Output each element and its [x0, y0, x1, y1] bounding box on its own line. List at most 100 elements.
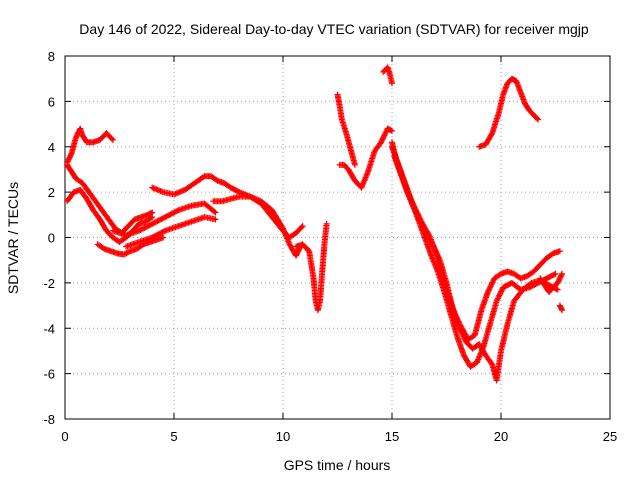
data-point [410, 205, 417, 212]
data-point [432, 247, 439, 254]
y-tick-label: -4 [43, 321, 55, 336]
data-point [123, 250, 130, 257]
data-point [159, 215, 166, 222]
data-point [412, 207, 419, 214]
data-point [461, 336, 468, 343]
data-series [64, 186, 156, 246]
y-tick-label: 8 [48, 49, 55, 64]
data-point [418, 221, 425, 228]
data-point [379, 136, 386, 143]
data-point [416, 215, 423, 222]
y-tick-label: -6 [43, 367, 55, 382]
data-series [380, 64, 395, 87]
data-point [212, 209, 219, 216]
data-point [495, 293, 502, 300]
data-point [212, 216, 219, 223]
data-point [431, 246, 438, 253]
data-point [389, 127, 395, 134]
chart-title: Day 146 of 2022, Sidereal Day-to-day VTE… [79, 21, 589, 37]
data-point [552, 270, 559, 277]
data-point [484, 288, 491, 295]
data-point [160, 234, 167, 241]
x-tick-label: 25 [603, 429, 617, 444]
data-point [151, 219, 158, 226]
data-point [496, 292, 503, 299]
data-point [494, 295, 501, 302]
data-point [279, 224, 286, 231]
data-point [457, 326, 464, 333]
data-point [549, 251, 556, 258]
data-points [64, 64, 566, 384]
data-point [171, 209, 178, 216]
data-point [154, 218, 161, 225]
data-point [298, 224, 305, 231]
data-point [493, 298, 500, 305]
data-point [417, 219, 424, 226]
data-point [146, 222, 153, 229]
data-point [140, 225, 147, 232]
data-point [136, 227, 143, 234]
data-point [143, 223, 150, 230]
y-tick-label: 0 [48, 231, 55, 246]
x-tick-label: 5 [170, 429, 177, 444]
data-point [417, 218, 424, 225]
data-series [64, 125, 116, 166]
data-point [494, 296, 501, 303]
data-point [488, 360, 495, 367]
data-point [166, 212, 173, 219]
data-point [423, 230, 430, 237]
data-point [419, 224, 426, 231]
data-point [122, 250, 129, 257]
x-axis-label: GPS time / hours [284, 457, 391, 473]
data-point [158, 229, 165, 236]
data-point [137, 227, 144, 234]
data-point [149, 214, 156, 221]
data-point [458, 329, 465, 336]
data-point [419, 222, 426, 229]
data-point [422, 229, 429, 236]
data-series [109, 200, 219, 239]
data-point [235, 188, 242, 195]
data-point [153, 232, 160, 239]
data-point [459, 330, 466, 337]
data-point [497, 289, 504, 296]
data-point [456, 325, 463, 332]
data-point [416, 217, 423, 224]
data-point [380, 135, 387, 142]
data-point [382, 129, 389, 136]
data-point [430, 243, 437, 250]
data-point [124, 249, 131, 256]
data-point [109, 136, 116, 143]
data-point [150, 233, 157, 240]
y-tick-label: 6 [48, 94, 55, 109]
y-tick-label: -8 [43, 412, 55, 427]
data-point [151, 233, 158, 240]
data-point [157, 230, 164, 237]
data-point [414, 213, 421, 220]
y-tick-label: -2 [43, 276, 55, 291]
data-point [436, 255, 443, 262]
data-point [378, 137, 385, 144]
data-point [460, 333, 467, 340]
data-point [412, 209, 419, 216]
data-point [168, 210, 175, 217]
data-point [164, 212, 171, 219]
data-point [150, 220, 157, 227]
data-series [210, 193, 304, 259]
data-point [431, 244, 438, 251]
data-point [120, 251, 127, 258]
data-point [147, 214, 154, 221]
data-series [123, 214, 219, 250]
data-point [498, 288, 505, 295]
data-point [435, 254, 442, 261]
data-point [527, 280, 534, 287]
data-point [142, 224, 149, 231]
data-point [498, 287, 505, 294]
data-point [554, 286, 561, 293]
x-tick-label: 15 [385, 429, 399, 444]
data-point [486, 286, 493, 293]
data-point [211, 208, 218, 215]
data-point [415, 214, 422, 221]
data-point [382, 131, 389, 138]
data-point [305, 246, 312, 253]
